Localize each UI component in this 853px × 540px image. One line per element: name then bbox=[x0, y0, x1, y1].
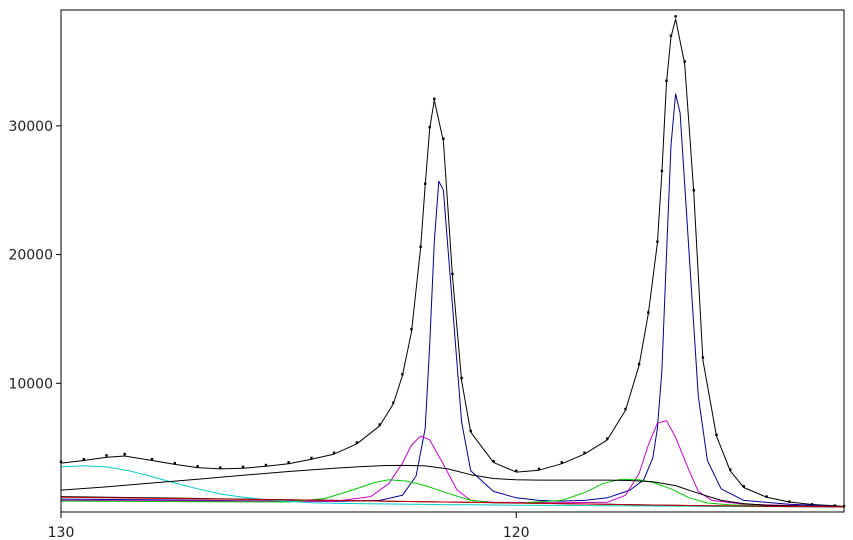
data-point bbox=[433, 97, 436, 100]
data-point bbox=[492, 460, 495, 463]
plot-frame bbox=[60, 9, 845, 513]
series-line bbox=[60, 18, 845, 507]
axes-layer: 130 120 10000 20000 30000 bbox=[8, 119, 529, 540]
series-2 bbox=[60, 93, 845, 508]
x-tick-label: 130 bbox=[48, 525, 75, 540]
series-1 bbox=[60, 18, 845, 507]
data-point bbox=[560, 461, 563, 464]
data-point bbox=[105, 454, 108, 457]
series-line bbox=[60, 465, 844, 508]
data-point bbox=[82, 458, 85, 461]
data-point bbox=[123, 452, 126, 456]
data-point bbox=[606, 437, 609, 440]
x-tick-label: 120 bbox=[503, 525, 530, 540]
series-8 bbox=[60, 496, 845, 508]
data-point bbox=[196, 465, 199, 468]
series-line bbox=[60, 93, 845, 508]
series-line bbox=[60, 464, 845, 508]
plot-background bbox=[61, 10, 844, 512]
y-tick-label: 20000 bbox=[8, 248, 53, 264]
series-layer bbox=[59, 15, 846, 508]
y-tick-label: 30000 bbox=[8, 119, 53, 135]
data-point bbox=[515, 469, 518, 472]
series-6 bbox=[60, 464, 845, 508]
data-point bbox=[583, 451, 586, 454]
y-tick-label: 10000 bbox=[8, 376, 53, 392]
data-point bbox=[765, 495, 768, 498]
data-point bbox=[173, 461, 176, 465]
series-4 bbox=[60, 478, 845, 508]
series-5 bbox=[60, 465, 844, 508]
series-line bbox=[60, 478, 845, 508]
data-point bbox=[355, 441, 359, 444]
data-point bbox=[442, 137, 445, 140]
data-point bbox=[378, 423, 381, 426]
data-point bbox=[287, 461, 290, 464]
data-point bbox=[742, 485, 745, 488]
data-point bbox=[674, 15, 677, 18]
series-line bbox=[60, 496, 845, 508]
data-point bbox=[241, 465, 245, 469]
data-point bbox=[310, 456, 313, 460]
data-point bbox=[264, 463, 268, 467]
data-point bbox=[150, 458, 154, 461]
series-3 bbox=[60, 420, 845, 508]
data-point bbox=[537, 467, 541, 471]
series-line bbox=[60, 420, 845, 508]
data-point bbox=[683, 60, 686, 63]
data-point bbox=[332, 451, 336, 454]
data-point bbox=[219, 466, 222, 469]
